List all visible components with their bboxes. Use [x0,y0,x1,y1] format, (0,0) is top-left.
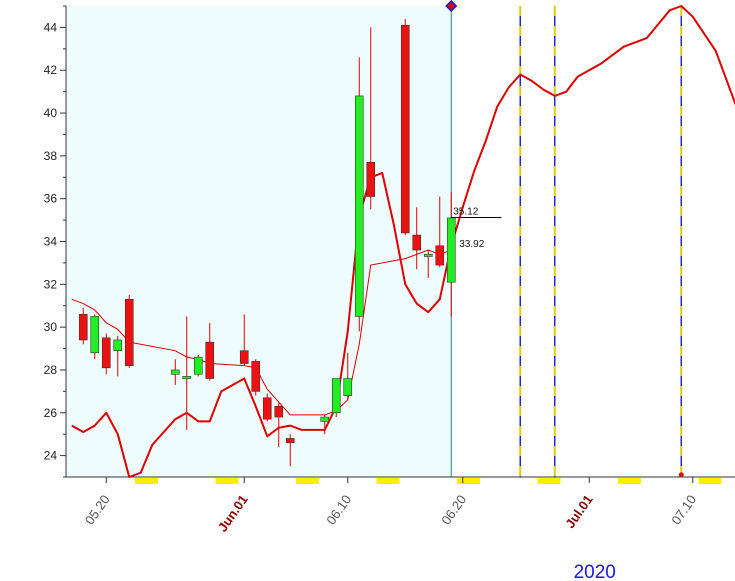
x-tick-label: 06.10 [323,492,354,527]
y-tick-label: 38 [44,149,58,163]
candle-body [320,416,330,422]
y-tick-label: 28 [44,363,58,377]
weekend-marker [457,478,480,484]
y-tick-label: 26 [44,406,58,420]
x-tick-label: 06.20 [438,492,469,527]
candle-body [343,378,353,396]
weekend-marker [296,478,319,484]
history-background [66,6,452,477]
x-tick-label: 05.20 [82,492,113,527]
value-label-average: 33.92 [459,239,484,250]
candle-body [331,378,341,414]
candle-body [446,217,456,283]
candle-body [193,356,203,375]
candle-body [239,350,249,364]
point-marker-diamond [445,0,458,13]
candle-body [274,406,284,418]
y-tick-label: 40 [44,106,58,120]
candle-body [205,341,215,379]
x-tick-label: 07.10 [668,492,699,527]
y-tick-label: 24 [44,449,58,463]
y-tick-label: 30 [44,320,58,334]
weekend-marker [376,478,400,484]
candle-body [285,438,295,444]
point-marker-dot [678,472,684,478]
candle-body [90,316,100,354]
candle-body [101,337,111,369]
x-tick-label: Jul.01 [562,492,595,531]
y-tick-label: 36 [44,192,58,206]
candle-body [182,376,192,379]
weekend-marker [215,478,239,484]
candle-body [113,339,123,351]
value-label-close: 35.12 [453,207,478,218]
weekend-marker [618,478,641,484]
y-tick-label: 44 [44,20,58,34]
y-tick-label: 34 [44,235,58,249]
candle-body [354,95,364,317]
y-tick-label: 42 [44,63,58,77]
candle-body [400,24,410,234]
projection-line [71,5,735,478]
candle-body [435,245,445,266]
candle-body [366,161,376,197]
candle-body [78,313,88,341]
weekend-marker [537,478,561,484]
moving-average-line [71,249,452,416]
weekend-marker [698,478,722,484]
candle-body [251,361,261,392]
y-tick-label: 32 [44,277,58,291]
year-label: 2020 [574,562,616,581]
candle-body [262,397,272,420]
candle-body [423,254,433,257]
x-tick-label: Jun.01 [215,492,251,534]
candle-body [412,234,422,251]
weekend-marker [135,478,158,484]
candle-body [124,299,134,366]
candle-body [170,369,180,375]
